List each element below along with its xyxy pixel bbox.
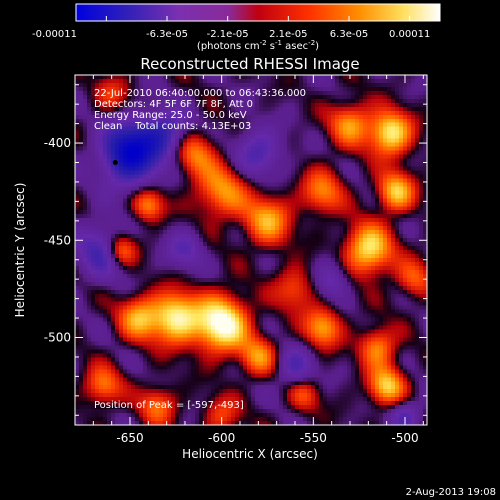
y-tick-label: -500 xyxy=(44,331,71,345)
x-tick-label: -550 xyxy=(300,431,327,445)
colorbar-tick-label: -0.00011 xyxy=(32,29,77,40)
annotation-peak: Position of Peak = [-597,-493] xyxy=(94,400,244,411)
annotation-counts: Clean Total counts: 4.13E+03 xyxy=(94,121,251,132)
colorbar-tick-label: 0.00011 xyxy=(389,29,430,40)
colorbar-gradient xyxy=(75,3,441,22)
x-tick-label: -500 xyxy=(391,431,418,445)
colorbar-ticks: -0.00011 -6.3e-05 -2.1e-05 2.1e-05 6.3e-05 0.… xyxy=(32,16,430,40)
y-tick-label: -450 xyxy=(44,233,71,247)
y-axis-label: Heliocentric Y (arcsec) xyxy=(13,183,27,318)
y-tick-label: -400 xyxy=(44,136,71,150)
chart-title: Reconstructed RHESSI Image xyxy=(140,55,359,73)
colorbar-tick-label: 2.1e-05 xyxy=(269,29,307,40)
peak-marker xyxy=(112,160,118,165)
annotation-detectors: Detectors: 4F 5F 6F 7F 8F, Att 0 xyxy=(94,99,253,110)
footer-timestamp: 2-Aug-2013 19:08 xyxy=(406,487,496,498)
plot-frame xyxy=(74,74,428,426)
annotation-energy: Energy Range: 25.0 - 50.0 keV xyxy=(94,110,247,121)
x-tick-label: -600 xyxy=(208,431,235,445)
colorbar-tick-label: 6.3e-05 xyxy=(330,29,368,40)
x-tick-label: -650 xyxy=(116,431,143,445)
annotation-time: 22-Jul-2010 06:40:00.000 to 06:43:36.000 xyxy=(94,88,306,99)
colorbar-tick-label: -6.3e-05 xyxy=(146,29,188,40)
axis-ticks: -650 -600 -550 -500 -400 -450 -500 xyxy=(44,75,427,445)
heatmap-image xyxy=(75,75,427,425)
colorbar-unit-label: (photons cm-2 s-1 asec-2) xyxy=(197,39,319,52)
colorbar: -0.00011 -6.3e-05 -2.1e-05 2.1e-05 6.3e-05 0.… xyxy=(32,3,441,52)
colorbar-tick-label: -2.1e-05 xyxy=(207,29,249,40)
info-annotations: 22-Jul-2010 06:40:00.000 to 06:43:36.000… xyxy=(94,88,306,411)
plot-area: -650 -600 -550 -500 -400 -450 -500 xyxy=(44,74,428,445)
x-axis-label: Heliocentric X (arcsec) xyxy=(182,447,318,461)
